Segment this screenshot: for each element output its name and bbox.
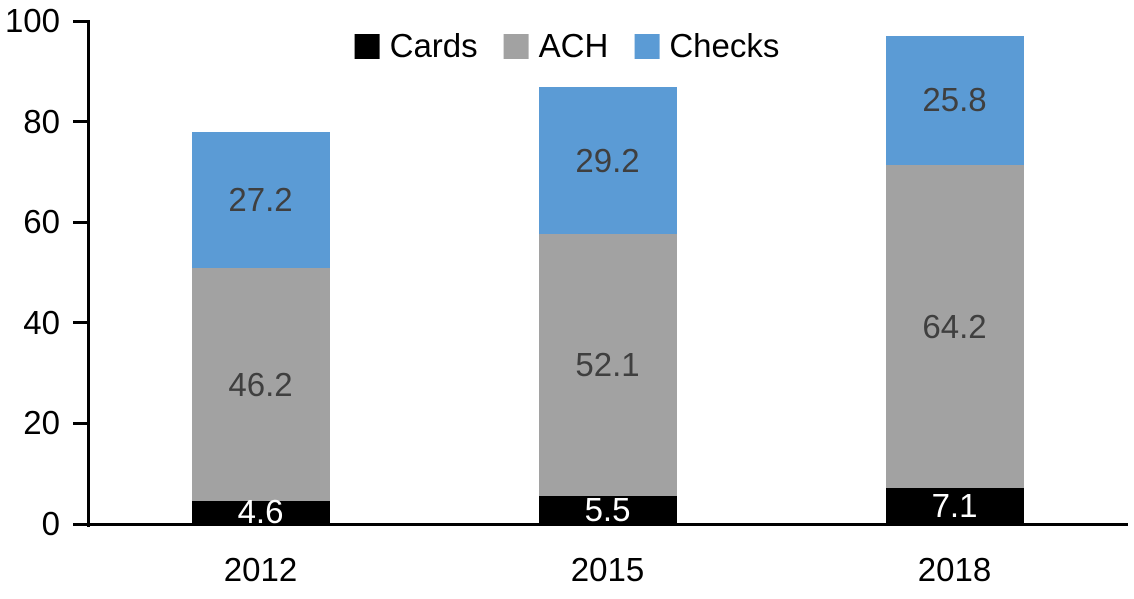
bar-value-label-cards-2015: 5.5 [584,491,631,529]
legend-label-cards: Cards [389,27,478,64]
bar-value-label-checks-2018: 25.8 [922,81,987,119]
y-axis-tick-label-40: 40 [23,303,60,341]
bar-value-label-cards-2012: 4.6 [237,493,284,531]
y-axis-tick-label-80: 80 [23,102,60,140]
x-axis-label-2018: 2018 [917,551,992,588]
legend-swatch-cards-icon [354,33,380,59]
y-axis-tick-label-100: 100 [4,2,60,39]
legend-item-checks: Checks [634,28,779,64]
legend-swatch-checks-icon [634,33,660,59]
y-axis-tick-60 [73,220,87,224]
x-axis-label-2012: 2012 [223,551,298,588]
bar-segment-cards-2012 [191,500,330,524]
legend-item-cards: Cards [354,27,478,64]
y-axis-tick-label-20: 20 [23,404,60,442]
bar-value-label-cards-2018: 7.1 [931,487,978,525]
y-axis-tick-80 [73,120,87,124]
legend-item-ach: ACH [503,27,609,64]
bar-value-label-ach-2012: 46.2 [228,365,293,403]
bar-segment-cards-2015 [538,496,677,524]
x-axis-label-2015: 2015 [570,551,645,588]
bar-segment-ach-2015 [538,234,677,497]
y-axis-tick-100 [73,19,87,23]
chart-legend: Cards ACH Checks [354,27,779,64]
bar-segment-ach-2012 [191,268,330,501]
x-axis-line [87,523,1128,526]
y-axis-tick-label-0: 0 [41,505,60,542]
bar-segment-checks-2015 [538,87,677,235]
y-axis-tick-label-60: 60 [23,203,60,241]
bar-segment-checks-2012 [191,131,330,269]
bar-value-label-ach-2018: 64.2 [922,307,987,345]
y-axis-line [87,20,90,527]
legend-swatch-ach-icon [503,33,529,59]
bar-segment-checks-2018 [885,35,1024,166]
y-axis-tick-20 [73,421,87,425]
legend-label-checks: Checks [669,27,780,64]
bar-segment-ach-2018 [885,165,1024,489]
y-axis-tick-0 [73,522,87,526]
bar-value-label-checks-2015: 29.2 [575,141,640,179]
bar-segment-cards-2018 [885,488,1024,524]
bar-value-label-checks-2012: 27.2 [228,181,293,219]
bar-value-label-ach-2015: 52.1 [575,346,640,384]
y-axis-tick-40 [73,321,87,325]
legend-label-ach: ACH [538,27,609,64]
